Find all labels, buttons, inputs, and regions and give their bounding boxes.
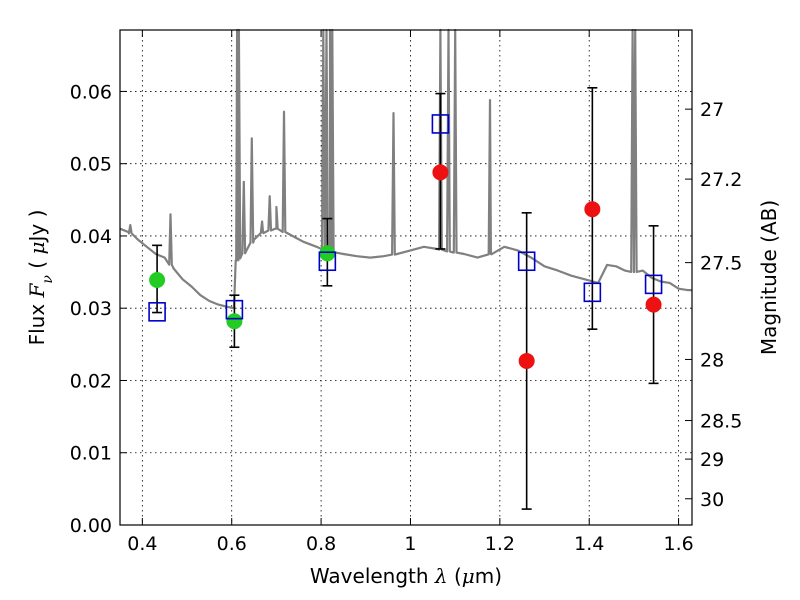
model-square-point — [318, 251, 337, 272]
x-tick-label: 1.6 — [663, 533, 693, 555]
y-tick-label: 0.05 — [70, 154, 112, 176]
model-square-point — [431, 114, 450, 134]
y2-tick-label: 28.5 — [700, 411, 742, 433]
plot-frame — [119, 29, 693, 526]
y2-tick-label: 28 — [700, 349, 724, 371]
spectrum-line — [119, 28, 692, 310]
y-axis-label-unit-open: ( — [25, 255, 49, 276]
y2-tick-label: 29 — [700, 449, 724, 471]
y-tick-label: 0.04 — [70, 226, 112, 248]
x-axis-label-symbol: λ — [434, 564, 448, 588]
y-axis-label-unit-symbol: μ — [25, 242, 49, 255]
y-tick-label: 0.01 — [70, 443, 112, 465]
model-spectrum — [119, 28, 692, 310]
red-point — [432, 164, 449, 181]
y2-tick-label: 27.5 — [700, 253, 742, 275]
x-axis-label-unit-rest: m) — [475, 564, 502, 588]
y-axis-label: Flux Fν ( μJy ) — [25, 210, 56, 346]
model-square-point — [644, 274, 663, 295]
x-axis-label-prefix: Wavelength — [310, 564, 435, 588]
model-square-point — [583, 282, 602, 303]
red-point — [645, 296, 662, 313]
y2-axis-label: Magnitude (AB) — [757, 200, 781, 355]
red-point — [584, 201, 601, 218]
model-square-point — [517, 251, 536, 272]
green-point — [226, 313, 243, 330]
x-axis-label-unit-open: ( — [448, 564, 462, 588]
y2-tick-label: 27.2 — [700, 169, 742, 191]
grid-lines — [120, 30, 692, 526]
x-tick-label: 0.6 — [217, 533, 247, 555]
y-tick-label: 0.02 — [70, 370, 112, 392]
x-tick-label: 0.8 — [306, 533, 336, 555]
y-axis-label-prefix: Flux — [25, 297, 49, 345]
x-tick-label: 0.4 — [127, 533, 157, 555]
model-square-point — [225, 299, 244, 320]
green-point — [149, 272, 166, 289]
red-point — [518, 352, 535, 369]
x-tick-label: 1 — [404, 533, 416, 555]
data-points — [148, 87, 663, 510]
model-square-point — [148, 302, 166, 322]
x-axis-label: Wavelength λ (μm) — [310, 564, 502, 588]
axis-ticks: 0.4 0.6 0.8 1 1.2 1.4 1.6 0.00 0.01 0.02 0.03 0.04 0… — [70, 30, 742, 555]
y-axis-label-symbol: F — [25, 282, 49, 298]
x-axis-label-unit-symbol: μ — [462, 564, 475, 588]
y-axis-label-unit-rest: Jy ) — [25, 210, 49, 244]
green-point — [319, 245, 336, 262]
y-tick-label: 0.03 — [70, 298, 112, 320]
y-axis-label-subscript: ν — [40, 275, 56, 284]
x-tick-label: 1.4 — [574, 533, 604, 555]
y-tick-label: 0.00 — [70, 515, 112, 537]
y2-tick-label: 30 — [700, 489, 724, 511]
y2-tick-label: 27 — [700, 99, 724, 121]
y-tick-label: 0.06 — [70, 81, 112, 103]
x-tick-label: 1.2 — [485, 533, 515, 555]
